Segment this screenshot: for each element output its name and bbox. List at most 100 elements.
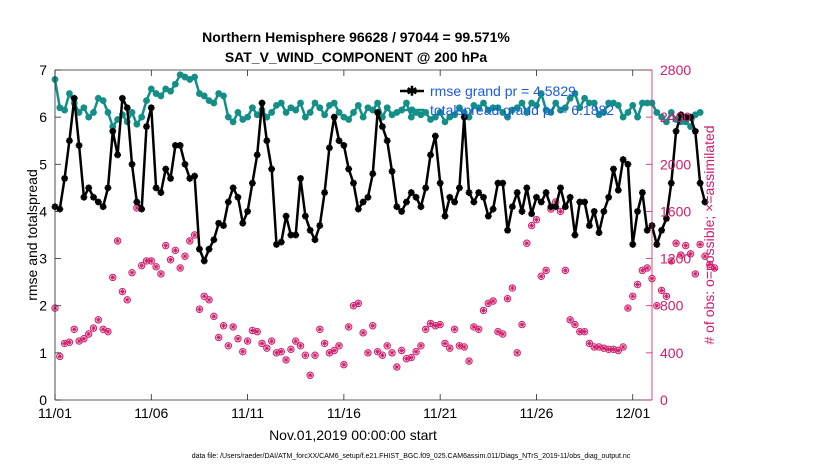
totalspread-point xyxy=(605,99,613,107)
rmse-point xyxy=(489,205,497,213)
y-right-tick-label: 800 xyxy=(660,298,684,314)
rmse-point xyxy=(663,215,670,222)
obs-assimilated-point xyxy=(254,329,260,335)
totalspread-point xyxy=(561,104,569,112)
obs-possible-point xyxy=(113,237,122,245)
rmse-point xyxy=(456,184,463,192)
obs-assimilated-point xyxy=(678,252,684,258)
obs-assimilated-point xyxy=(95,317,101,323)
rmse-point xyxy=(292,231,300,239)
obs-assimilated-point xyxy=(336,343,342,349)
rmse-point xyxy=(470,198,478,206)
rmse-point xyxy=(513,189,521,196)
totalspread-point xyxy=(494,104,502,112)
obs-assimilated-point xyxy=(293,338,299,344)
rmse-point xyxy=(263,137,271,145)
obs-assimilated-point xyxy=(461,344,467,350)
obs-assimilated-point xyxy=(153,264,159,270)
obs-possible-point xyxy=(489,297,497,305)
rmse-point xyxy=(66,137,73,145)
totalspread-point xyxy=(499,109,507,116)
obs-assimilated-point xyxy=(67,339,72,345)
totalspread-point xyxy=(537,90,545,97)
rmse-point xyxy=(619,156,627,163)
rmse-point xyxy=(104,184,112,192)
obs-assimilated-point xyxy=(712,265,717,271)
totalspread-point xyxy=(475,104,483,112)
obs-assimilated-point xyxy=(355,300,361,306)
obs-assimilated-point xyxy=(432,323,438,329)
obs-assimilated-point xyxy=(317,326,323,332)
obs-possible-point xyxy=(316,325,324,333)
rmse-point xyxy=(350,179,357,187)
obs-assimilated-point xyxy=(110,275,116,280)
rmse-point xyxy=(653,241,661,248)
totalspread-point xyxy=(210,99,218,107)
obs-possible-point xyxy=(446,344,454,352)
obs-possible-point xyxy=(243,337,252,345)
rmse-point xyxy=(335,137,343,145)
obs-possible-point xyxy=(691,270,700,278)
obs-assimilated-point xyxy=(192,232,198,238)
obs-assimilated-point xyxy=(644,265,650,271)
obs-assimilated-point xyxy=(577,329,583,335)
obs-assimilated-point xyxy=(659,287,665,293)
obs-possible-point xyxy=(653,302,661,310)
totalspread-point xyxy=(586,99,593,107)
obs-assimilated-point xyxy=(673,240,679,246)
rmse-point xyxy=(123,104,131,112)
rmse-point xyxy=(157,189,165,196)
obs-assimilated-point xyxy=(688,251,693,257)
rmse-point xyxy=(220,222,227,229)
totalspread-point xyxy=(547,109,555,116)
rmse-point xyxy=(475,189,483,196)
totalspread-point xyxy=(431,113,439,121)
obs-assimilated-point xyxy=(404,356,409,362)
obs-assimilated-point xyxy=(134,205,140,211)
y-right-tick-label: 2000 xyxy=(660,156,691,172)
rmse-point xyxy=(167,175,174,182)
obs-assimilated-point xyxy=(500,331,506,337)
rmse-point xyxy=(643,226,651,234)
obs-assimilated-point xyxy=(206,297,212,303)
rmse-point xyxy=(422,184,430,192)
rmse-point xyxy=(542,189,550,196)
totalspread-point xyxy=(147,85,155,93)
rmse-point xyxy=(407,189,415,196)
rmse-point xyxy=(537,198,545,206)
obs-possible-point xyxy=(527,221,536,230)
totalspread-point xyxy=(513,104,521,112)
obs-assimilated-point xyxy=(630,293,636,299)
obs-assimilated-point xyxy=(312,352,318,358)
rmse-point xyxy=(480,193,487,201)
obs-assimilated-point xyxy=(635,282,640,287)
y-tick-label: 1 xyxy=(39,345,47,361)
obs-assimilated-point xyxy=(538,273,544,279)
obs-assimilated-point xyxy=(437,322,443,327)
obs-possible-point xyxy=(373,347,382,356)
x-tick-label: 11/21 xyxy=(423,405,457,421)
rmse-point xyxy=(605,193,613,201)
rmse-point xyxy=(80,193,88,201)
totalspread-point xyxy=(658,113,666,121)
obs-possible-point xyxy=(422,325,430,333)
obs-assimilated-point xyxy=(307,372,313,378)
rmse-point xyxy=(56,205,64,213)
obs-possible-point xyxy=(234,335,242,343)
obs-assimilated-point xyxy=(327,350,332,356)
rmse-point xyxy=(403,198,410,206)
obs-assimilated-point xyxy=(625,305,631,311)
obs-assimilated-point xyxy=(697,242,703,247)
y-ticks-left: 0 1 2 3 4 5 6 7 xyxy=(39,62,61,408)
obs-assimilated-point xyxy=(341,362,347,368)
totalspread-point xyxy=(311,99,319,107)
rmse-point xyxy=(94,198,102,206)
obs-assimilated-point xyxy=(587,341,592,346)
y-right-tick-label: 0 xyxy=(660,392,668,408)
obs-assimilated-point xyxy=(86,331,92,337)
rmse-point xyxy=(340,142,348,149)
rmse-point xyxy=(316,222,324,229)
x-tick-label: 12/01 xyxy=(615,405,650,421)
totalspread-point xyxy=(128,109,136,116)
obs-assimilated-point xyxy=(485,300,491,306)
